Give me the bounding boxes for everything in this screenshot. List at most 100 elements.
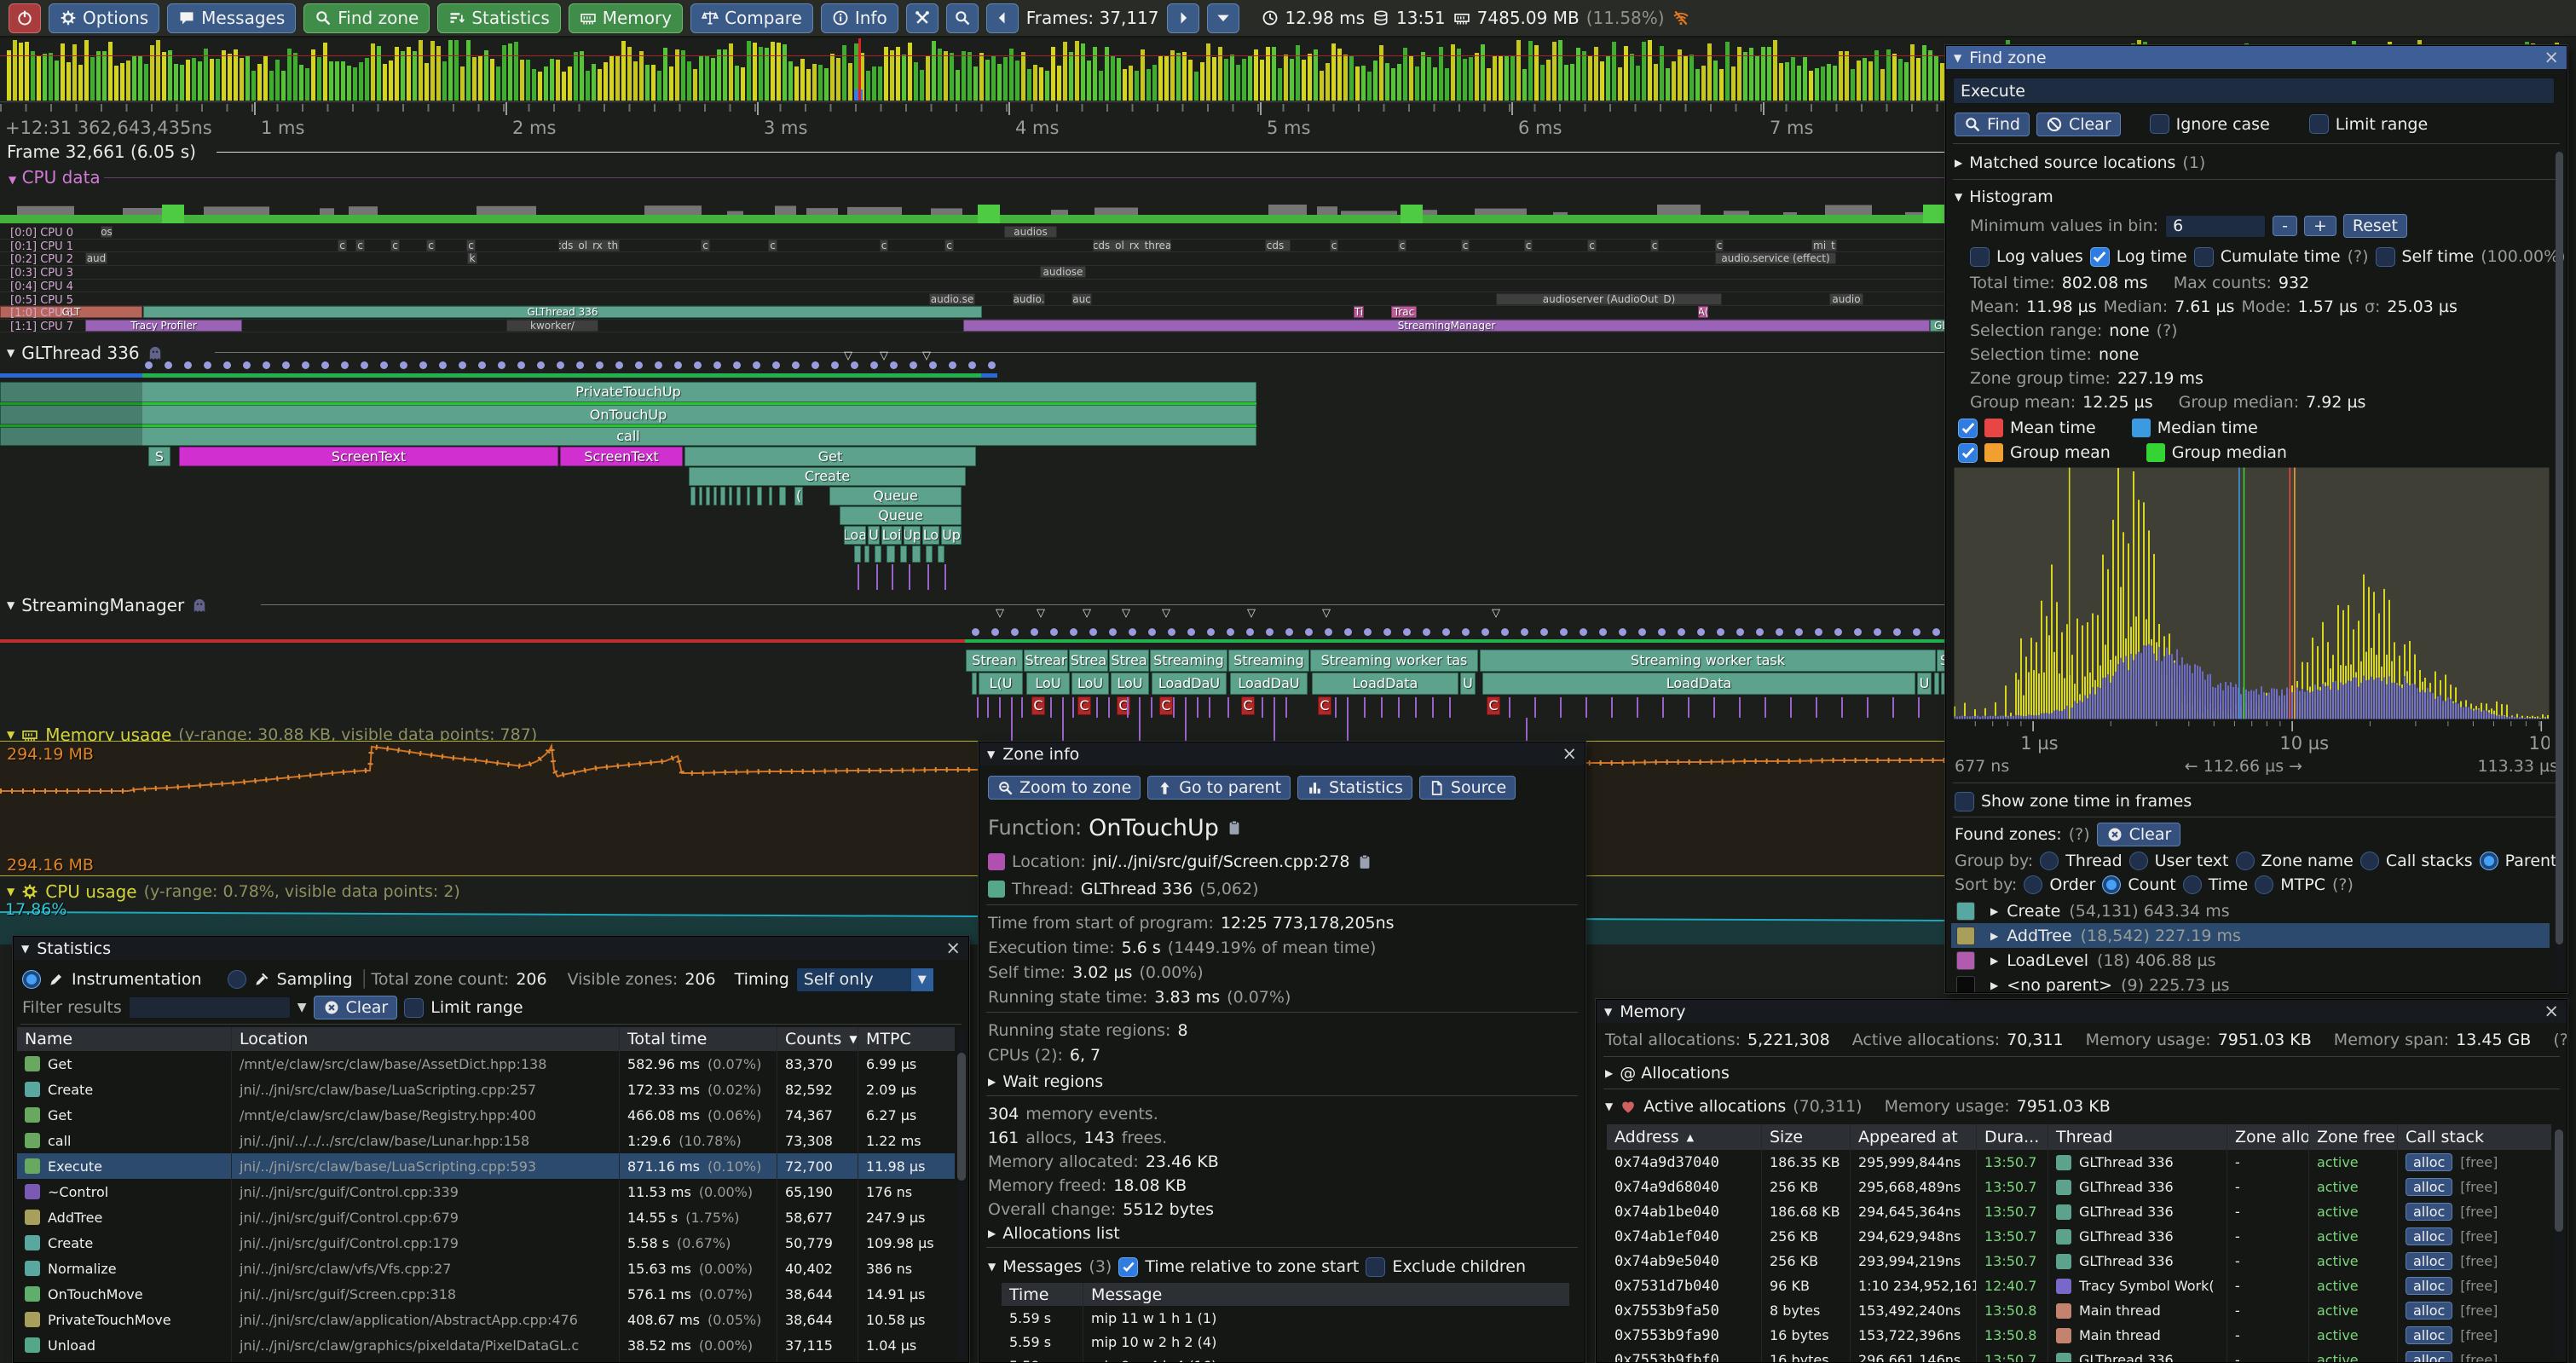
toolbar-button-find-zone[interactable]: Find zone xyxy=(303,3,430,33)
message-dot[interactable] xyxy=(419,361,427,369)
timeline-zone[interactable] xyxy=(713,487,717,505)
find-zone-scrollbar[interactable] xyxy=(2556,147,2563,987)
timeline-zone[interactable]: U xyxy=(1917,673,1932,695)
timeline-zone[interactable]: Strean xyxy=(966,650,1023,672)
main-scrollbar[interactable] xyxy=(2567,39,2576,1363)
message-dot[interactable] xyxy=(302,361,309,369)
cpu-zone[interactable]: A( xyxy=(1698,306,1708,319)
go-to-parent-button[interactable]: Go to parent xyxy=(1147,776,1291,800)
statistics-row-onredraw[interactable]: OnRedrawjni/../jni/src/claw/application/… xyxy=(17,1358,955,1362)
clear-found-button[interactable]: Clear xyxy=(2096,823,2181,846)
timeline-zone[interactable] xyxy=(972,673,977,695)
timeline-zone[interactable]: C xyxy=(1487,696,1500,715)
timing-dropdown[interactable]: Self only ▼ xyxy=(795,967,934,992)
toolbar-button-zoom[interactable] xyxy=(945,3,979,33)
frame-marker-icon[interactable]: ▽ xyxy=(1162,607,1170,620)
message-dot[interactable] xyxy=(1305,628,1313,636)
reset-button[interactable]: Reset xyxy=(2342,214,2407,238)
cpu-zone[interactable]: c xyxy=(390,239,400,251)
timeline-zone[interactable]: Strea xyxy=(1109,650,1149,672)
message-dot[interactable] xyxy=(772,361,780,369)
glthread-header[interactable]: ▼ GLThread 336 xyxy=(7,343,164,363)
timeline-zone[interactable]: S xyxy=(148,447,170,466)
allocation-row[interactable]: 0x7531d7b040 96 KB 1:10 234,952,161 12:40.7… xyxy=(1607,1273,2551,1298)
cpu-zone[interactable]: c xyxy=(944,239,954,251)
column-header[interactable]: Zone free xyxy=(2309,1124,2398,1150)
message-dot[interactable] xyxy=(968,361,976,369)
alloc-callstack-button[interactable]: alloc xyxy=(2406,1227,2453,1245)
message-dot[interactable] xyxy=(400,361,407,369)
message-dot[interactable] xyxy=(1580,628,1587,636)
statistics-row-~control[interactable]: ~Control jni/../jni/src/guif/Control.cpp:… xyxy=(17,1179,955,1204)
statistics-row-normalize[interactable]: Normalize jni/../jni/src/claw/vfs/Vfs.cpp… xyxy=(17,1256,955,1281)
group-by-radio-user-text[interactable] xyxy=(2128,852,2148,870)
cpu-zone[interactable]: Tracy Profiler xyxy=(85,319,242,332)
message-dot[interactable] xyxy=(1383,628,1391,636)
toolbar-button-statistics[interactable]: Statistics xyxy=(437,3,561,33)
statistics-button[interactable]: Statistics xyxy=(1297,776,1412,800)
duration-histogram[interactable] xyxy=(1954,467,2550,719)
sampling-radio[interactable] xyxy=(227,970,246,989)
cpu-zone[interactable]: audio.service (effect) xyxy=(1715,252,1836,265)
cpu-zone[interactable]: c xyxy=(466,239,476,251)
zoom-to-zone-button[interactable]: Zoom to zone xyxy=(988,776,1141,800)
message-dot[interactable] xyxy=(557,361,564,369)
cpu-zone[interactable]: kworker/ xyxy=(506,319,598,332)
filter-icon[interactable]: ▼ xyxy=(297,1001,307,1014)
message-dot[interactable] xyxy=(1678,628,1685,636)
close-icon[interactable]: × xyxy=(1562,743,1577,764)
message-dot[interactable] xyxy=(910,361,917,369)
frame-marker-icon[interactable]: ▽ xyxy=(880,349,888,362)
next-frame-button[interactable] xyxy=(1166,3,1199,33)
timeline-zone[interactable]: LoadDaU xyxy=(1152,673,1227,695)
message-dot[interactable] xyxy=(674,361,682,369)
power-button[interactable] xyxy=(9,3,41,33)
cpu-zone[interactable]: c xyxy=(355,239,365,251)
cpu-zone[interactable]: aud xyxy=(85,252,107,265)
timeline-zone[interactable] xyxy=(875,546,881,563)
find-zone-query-input[interactable] xyxy=(1953,78,2555,104)
cpu-zone[interactable]: audio. xyxy=(1013,292,1045,305)
statistics-row-get[interactable]: Get/mnt/e/claw/src/claw/base/AssetDict.h… xyxy=(17,1051,955,1077)
column-header-name[interactable]: Name xyxy=(17,1027,232,1051)
message-dot[interactable] xyxy=(1736,628,1744,636)
message-dot[interactable] xyxy=(1756,628,1764,636)
streaming-header[interactable]: ▼ StreamingManager xyxy=(7,595,208,615)
timeline-zone[interactable]: Loa xyxy=(844,526,866,545)
statistics-row-ontouchmove[interactable]: OnTouchMove jni/../jni/src/guif/Screen.cp… xyxy=(17,1281,955,1307)
message-dot[interactable] xyxy=(1344,628,1352,636)
message-dot[interactable] xyxy=(243,361,251,369)
message-dot[interactable] xyxy=(1031,628,1038,636)
message-dot[interactable] xyxy=(517,361,525,369)
message-dot[interactable] xyxy=(537,361,545,369)
message-dot[interactable] xyxy=(831,361,839,369)
zone-info-titlebar[interactable]: ▼ Zone info × xyxy=(979,742,1585,765)
close-icon[interactable]: × xyxy=(945,938,961,958)
cpu-zone[interactable]: audioserver (AudioOut_D) xyxy=(1496,292,1722,305)
column-header[interactable]: Size xyxy=(1762,1124,1851,1150)
cpu-zone[interactable]: c xyxy=(768,239,777,251)
allocations-list-collapsed[interactable]: ▶ Allocations list xyxy=(988,1224,1120,1243)
timeline-zone[interactable] xyxy=(720,487,725,505)
allocation-row[interactable]: 0x74a9d37040 186.35 KB 295,999,844ns 13:50.… xyxy=(1607,1150,2551,1175)
sort-by-radio-time[interactable] xyxy=(2182,875,2202,894)
alloc-callstack-button[interactable]: alloc xyxy=(2406,1178,2453,1196)
message-dot[interactable] xyxy=(929,361,937,369)
message-dot[interactable] xyxy=(380,361,388,369)
alloc-callstack-button[interactable]: alloc xyxy=(2406,1326,2453,1344)
group-by-radio-parent[interactable] xyxy=(2479,852,2498,870)
clear-filter-button[interactable]: Clear xyxy=(313,996,398,1019)
cpu-zone[interactable]: GLThread 336 xyxy=(143,306,982,319)
alloc-callstack-button[interactable]: alloc xyxy=(2406,1302,2453,1320)
ignore-case-checkbox[interactable] xyxy=(2149,114,2169,134)
message-dot[interactable] xyxy=(1932,628,1940,636)
cpu-zone[interactable]: c xyxy=(338,239,347,251)
sort-by-radio-count[interactable] xyxy=(2102,875,2122,894)
cpu-zone[interactable]: c xyxy=(426,239,436,251)
cpu-data-header[interactable]: ▼ CPU data xyxy=(9,167,101,188)
message-dot[interactable] xyxy=(1599,628,1607,636)
timeline-zone[interactable]: Streaming xyxy=(1228,650,1309,672)
statistics-table-header[interactable]: Name Location Total time Counts ▼ MTPC xyxy=(17,1027,955,1051)
message-dot[interactable] xyxy=(1776,628,1783,636)
